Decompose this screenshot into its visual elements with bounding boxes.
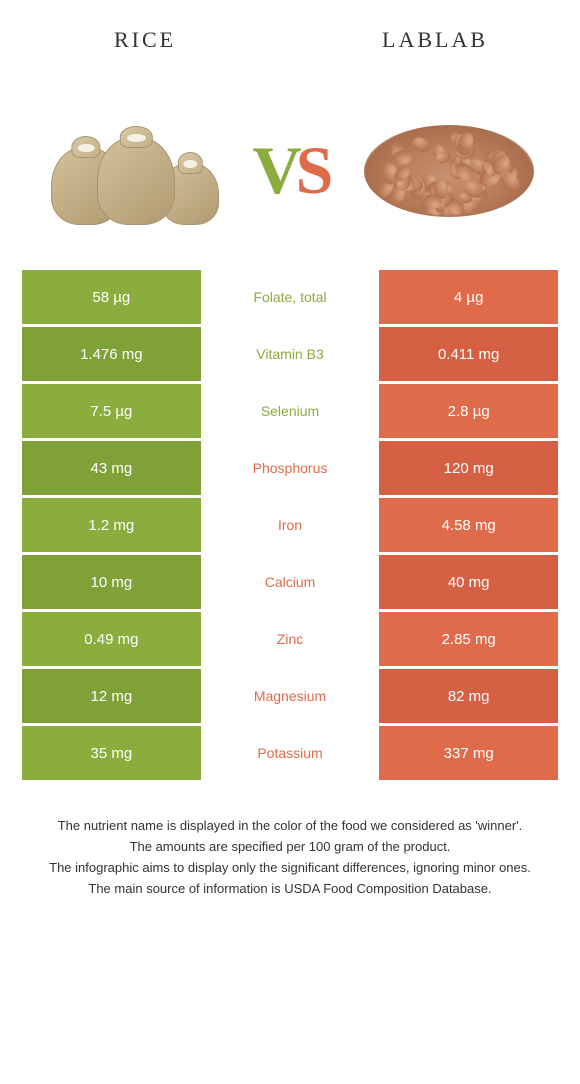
header: RICE LABLAB xyxy=(0,0,580,80)
cell-nutrient-label: Selenium xyxy=(201,384,380,438)
table-row: 1.476 mgVitamin B30.411 mg xyxy=(22,327,558,381)
cell-right-value: 40 mg xyxy=(379,555,558,609)
cell-right-value: 0.411 mg xyxy=(379,327,558,381)
cell-nutrient-label: Magnesium xyxy=(201,669,380,723)
cell-nutrient-label: Folate, total xyxy=(201,270,380,324)
rice-image xyxy=(20,115,243,225)
cell-left-value: 0.49 mg xyxy=(22,612,201,666)
cell-left-value: 10 mg xyxy=(22,555,201,609)
cell-nutrient-label: Calcium xyxy=(201,555,380,609)
cell-left-value: 7.5 µg xyxy=(22,384,201,438)
cell-nutrient-label: Zinc xyxy=(201,612,380,666)
footer-line: The nutrient name is displayed in the co… xyxy=(20,817,560,836)
footer-line: The amounts are specified per 100 gram o… xyxy=(20,838,560,857)
cell-nutrient-label: Vitamin B3 xyxy=(201,327,380,381)
cell-nutrient-label: Iron xyxy=(201,498,380,552)
table-row: 12 mgMagnesium82 mg xyxy=(22,669,558,723)
vs-v: V xyxy=(253,132,296,208)
cell-left-value: 1.2 mg xyxy=(22,498,201,552)
table-row: 0.49 mgZinc2.85 mg xyxy=(22,612,558,666)
footer-line: The main source of information is USDA F… xyxy=(20,880,560,899)
cell-right-value: 337 mg xyxy=(379,726,558,780)
vs-label: VS xyxy=(243,131,338,210)
title-right: LABLAB xyxy=(290,27,580,53)
cell-nutrient-label: Potassium xyxy=(201,726,380,780)
table-row: 58 µgFolate, total4 µg xyxy=(22,270,558,324)
cell-right-value: 4 µg xyxy=(379,270,558,324)
table-row: 1.2 mgIron4.58 mg xyxy=(22,498,558,552)
title-left: RICE xyxy=(0,27,290,53)
footer-line: The infographic aims to display only the… xyxy=(20,859,560,878)
cell-right-value: 4.58 mg xyxy=(379,498,558,552)
cell-left-value: 35 mg xyxy=(22,726,201,780)
footer-notes: The nutrient name is displayed in the co… xyxy=(0,783,580,898)
vs-s: S xyxy=(296,132,328,208)
images-row: VS xyxy=(0,80,580,260)
table-row: 7.5 µgSelenium2.8 µg xyxy=(22,384,558,438)
cell-left-value: 43 mg xyxy=(22,441,201,495)
lablab-image xyxy=(337,115,560,225)
cell-right-value: 2.85 mg xyxy=(379,612,558,666)
comparison-table: 58 µgFolate, total4 µg1.476 mgVitamin B3… xyxy=(0,260,580,780)
table-row: 35 mgPotassium337 mg xyxy=(22,726,558,780)
cell-left-value: 58 µg xyxy=(22,270,201,324)
table-row: 43 mgPhosphorus120 mg xyxy=(22,441,558,495)
cell-left-value: 1.476 mg xyxy=(22,327,201,381)
cell-left-value: 12 mg xyxy=(22,669,201,723)
cell-nutrient-label: Phosphorus xyxy=(201,441,380,495)
cell-right-value: 120 mg xyxy=(379,441,558,495)
cell-right-value: 2.8 µg xyxy=(379,384,558,438)
table-row: 10 mgCalcium40 mg xyxy=(22,555,558,609)
cell-right-value: 82 mg xyxy=(379,669,558,723)
